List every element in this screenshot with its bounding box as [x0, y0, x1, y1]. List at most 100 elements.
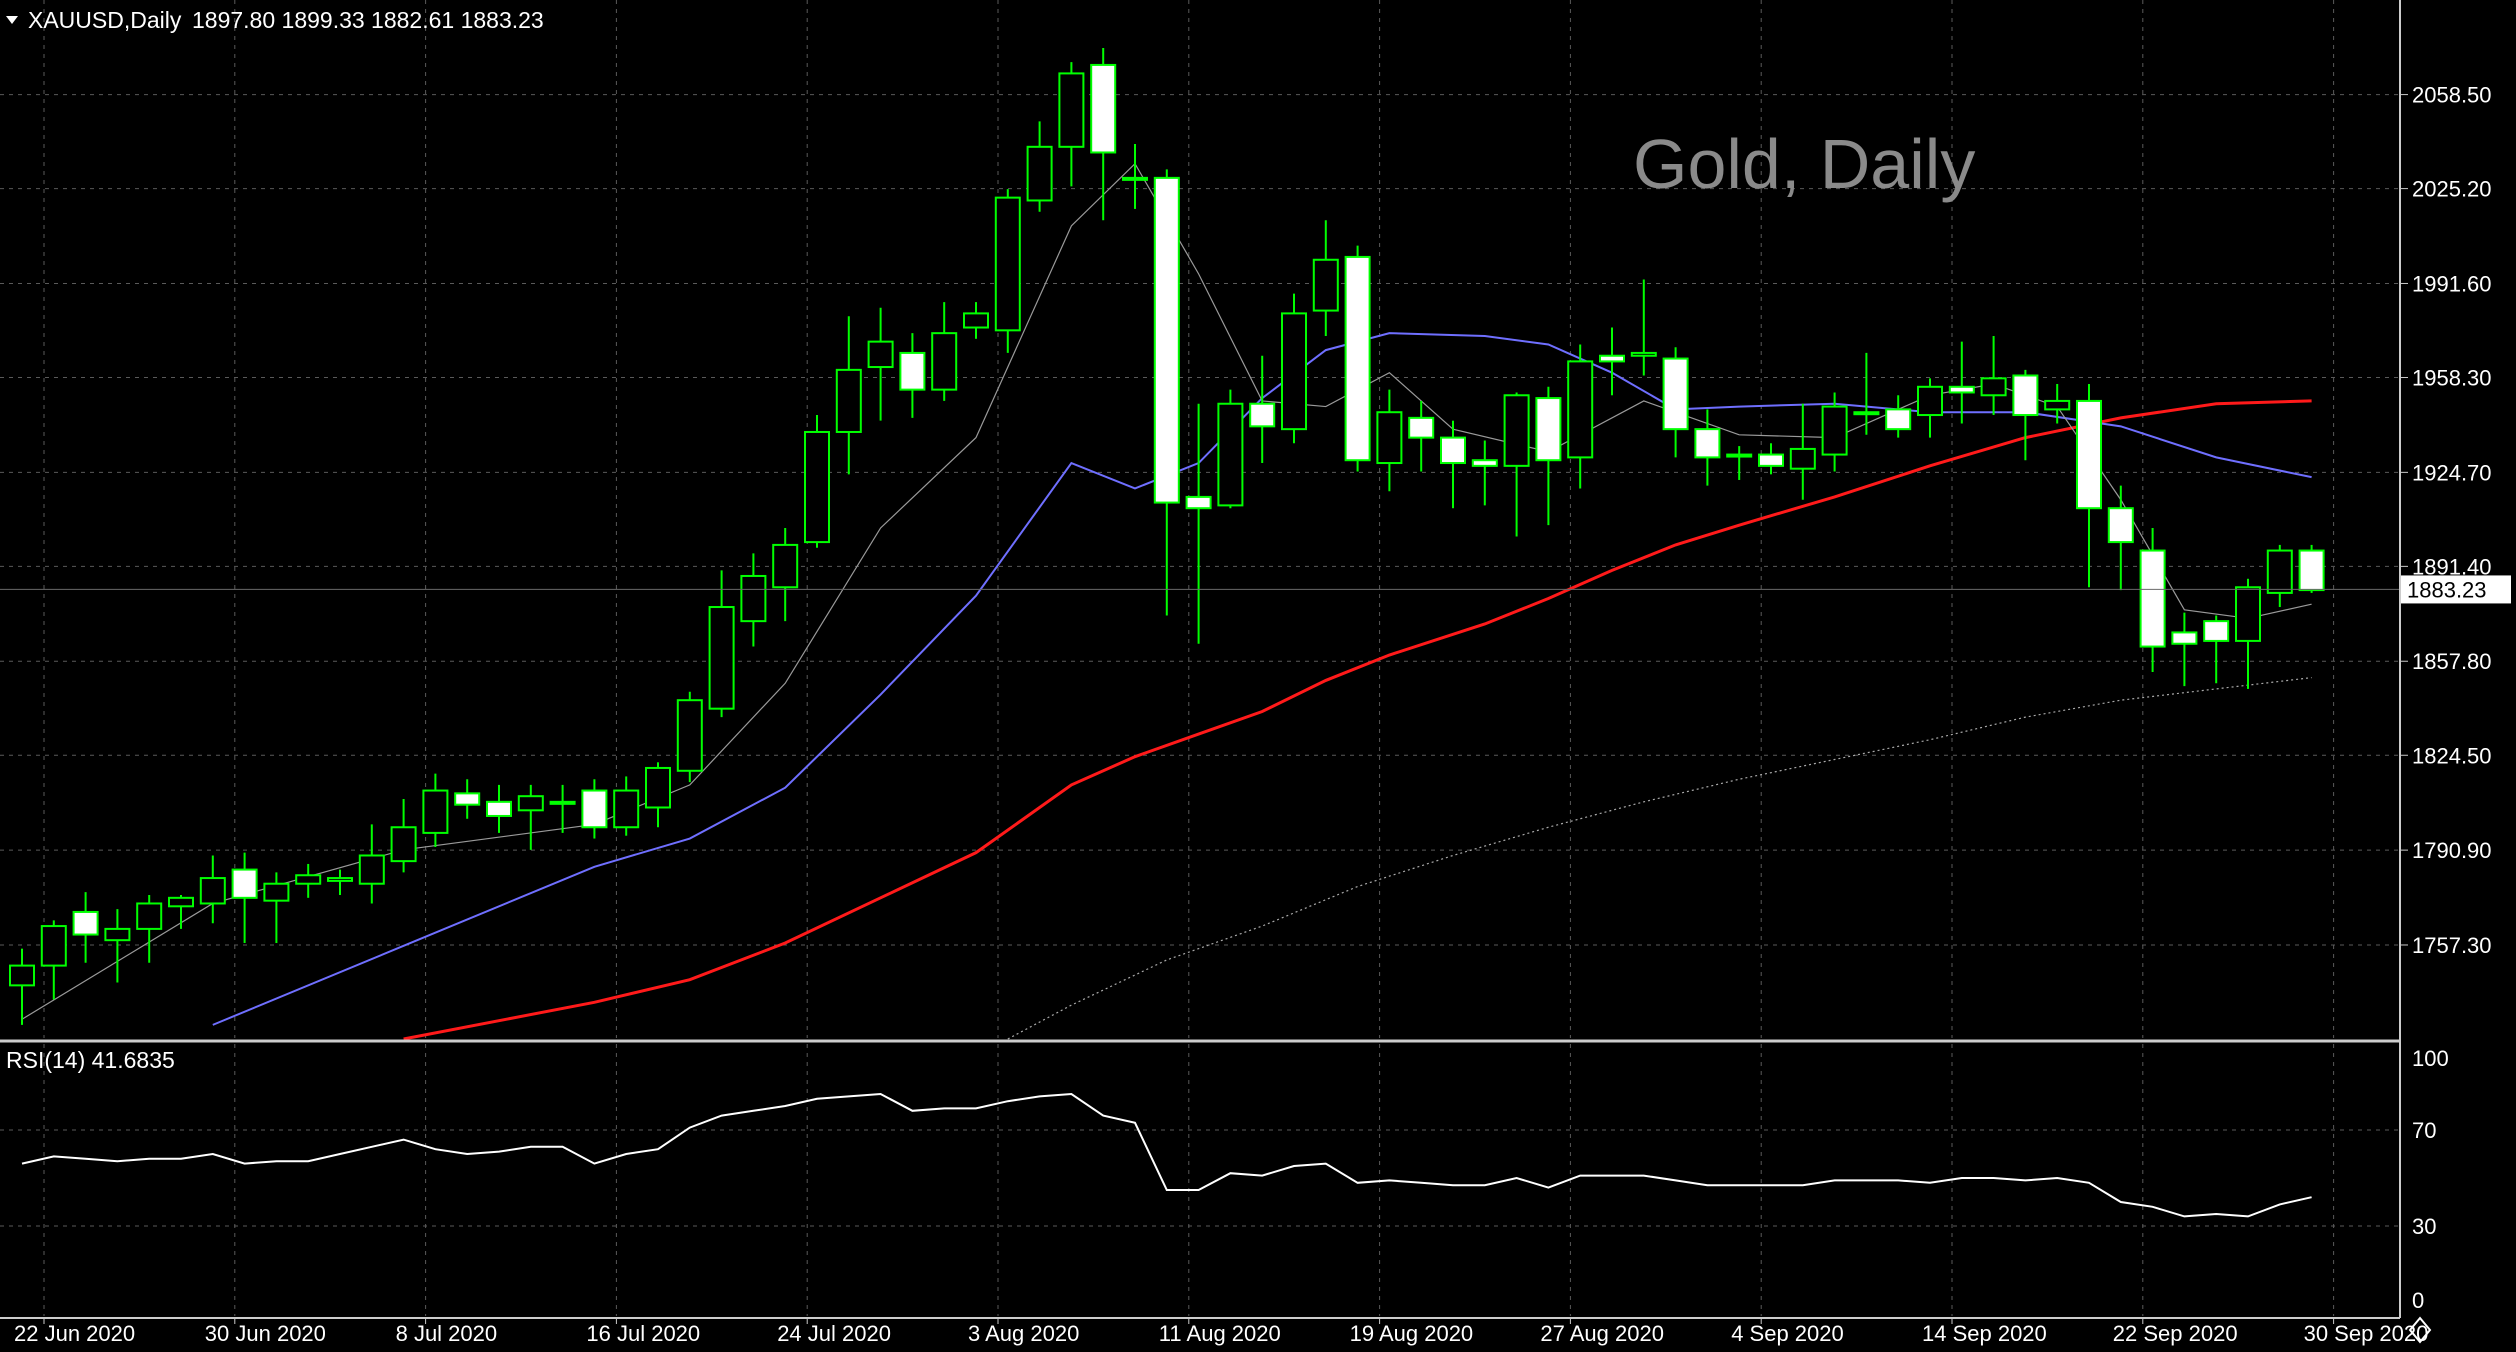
price-tick-label: 1790.90	[2412, 838, 2492, 863]
rsi-tick-label: 0	[2412, 1288, 2424, 1313]
candle	[1853, 352, 1880, 435]
price-tick-label: 2058.50	[2412, 83, 2492, 108]
candle-body-bear	[1885, 408, 1912, 431]
candle	[1344, 245, 1371, 472]
candle	[40, 920, 67, 1000]
candle	[2044, 383, 2071, 424]
rsi-axis[interactable]: 100 70 30 0	[2412, 1046, 2449, 1313]
candle-body-bull	[708, 606, 735, 710]
candle-body-bull	[199, 877, 226, 905]
current-price-box	[2401, 575, 2511, 604]
diamond-logo-icon	[2408, 1316, 2432, 1344]
candle-body-bull	[1917, 385, 1943, 417]
candle	[2139, 527, 2166, 672]
candle	[549, 784, 576, 833]
candle	[1376, 389, 1403, 492]
candle	[263, 872, 290, 944]
time-tick-label: 16 Jul 2020	[586, 1321, 700, 1346]
candle	[390, 799, 417, 873]
candle	[804, 415, 830, 548]
candle	[454, 779, 481, 819]
candle	[1885, 395, 1912, 438]
candle-body-bull	[2266, 549, 2293, 594]
candle	[2266, 544, 2293, 608]
candle	[1503, 392, 1530, 537]
candle	[1980, 335, 2007, 416]
candle-body-bull	[1312, 258, 1339, 312]
time-tick-label: 19 Aug 2020	[1350, 1321, 1474, 1346]
candle-body-bull	[136, 902, 163, 930]
candle	[1789, 403, 1816, 500]
candle-body-bear	[2076, 399, 2102, 510]
candle-body-bear	[1408, 416, 1435, 439]
candle-body-bull	[1217, 402, 1244, 507]
candle-body-bull	[1058, 72, 1085, 148]
candlestick-series	[9, 47, 2325, 1025]
candle-body-bear	[454, 792, 481, 806]
candle-body-bull	[1980, 377, 2007, 397]
candle	[9, 948, 35, 1025]
candle	[2171, 612, 2198, 687]
candle-body-bull	[422, 789, 449, 834]
ma-slow-line	[403, 399, 2312, 1041]
rsi-grid	[0, 1044, 2400, 1316]
candle	[327, 869, 353, 896]
candle-body-bear	[1185, 495, 1212, 510]
candle-body-bull	[104, 927, 131, 942]
candle	[835, 316, 862, 475]
ma-slow-path	[403, 399, 2312, 1041]
candle	[2235, 578, 2261, 689]
candle	[72, 892, 99, 963]
candle	[422, 773, 449, 848]
candle-body-bear	[1153, 176, 1180, 504]
candle	[1153, 169, 1180, 616]
candle-body-bull	[867, 340, 894, 369]
candle-body-bear	[2171, 631, 2198, 645]
time-tick-label: 3 Aug 2020	[968, 1321, 1079, 1346]
candle	[1726, 446, 1753, 480]
candle-body-bull	[549, 800, 576, 805]
candle-body-bear	[2107, 507, 2134, 544]
price-panel[interactable]	[0, 0, 2400, 1041]
candle	[867, 307, 894, 421]
candle	[486, 784, 512, 833]
candle-body-bear	[1758, 453, 1784, 467]
candle-body-bear	[1471, 459, 1498, 467]
candle	[2012, 369, 2039, 461]
chart-watermark: Gold, Daily	[1633, 125, 1975, 203]
collapse-triangle-icon[interactable]	[6, 16, 18, 24]
candle	[1249, 355, 1276, 464]
candle-body-bull	[963, 312, 989, 329]
candle	[581, 779, 608, 839]
candle	[104, 909, 131, 983]
rsi-line	[21, 1092, 2312, 1218]
candle-body-bull	[1281, 312, 1307, 431]
candle	[1185, 403, 1212, 644]
candle-body-bull	[1122, 176, 1148, 181]
candle-body-bear	[1249, 402, 1276, 428]
candle	[1471, 440, 1498, 506]
candle	[772, 527, 799, 622]
candle-body-bear	[72, 910, 99, 936]
candle	[2076, 383, 2102, 588]
time-tick-label: 24 Jul 2020	[777, 1321, 891, 1346]
price-tick-label: 1924.70	[2412, 460, 2492, 485]
price-tick-label: 1857.80	[2412, 649, 2492, 674]
time-axis[interactable]: 22 Jun 2020 30 Jun 2020 8 Jul 2020 16 Jul 2…	[14, 1318, 2428, 1346]
candle-body-bull	[613, 789, 640, 829]
candle-body-bear	[2012, 374, 2039, 417]
time-tick-label: 8 Jul 2020	[396, 1321, 498, 1346]
chart-header[interactable]: XAUUSD,Daily 1897.80 1899.33 1882.61 188…	[6, 7, 544, 33]
candle-body-bear	[899, 351, 926, 391]
candle	[994, 189, 1021, 353]
candle	[931, 302, 958, 401]
candle	[295, 863, 322, 898]
candle	[517, 784, 544, 850]
candle-body-bull	[1567, 360, 1594, 459]
candle-body-bull	[40, 925, 67, 967]
candle	[1058, 62, 1085, 187]
price-axis[interactable]: 2058.50 2025.20 1991.60 1958.30 1924.70 1891.…	[2400, 83, 2492, 958]
rsi-panel[interactable]: RSI(14) 41.6835	[0, 1044, 2400, 1316]
candle	[1535, 386, 1562, 526]
